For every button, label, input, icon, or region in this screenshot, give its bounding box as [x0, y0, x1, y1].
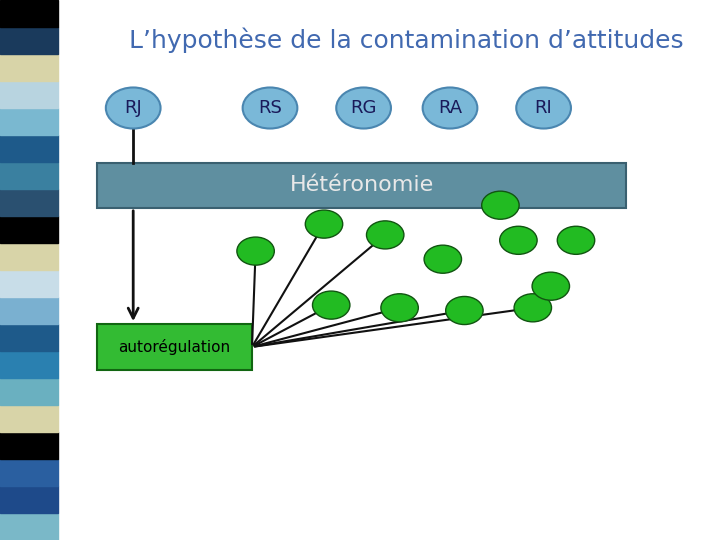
Circle shape [500, 226, 537, 254]
Bar [0, 0, 58, 27]
Bar [0, 243, 58, 270]
Bar [0, 189, 58, 216]
Bar [0, 378, 58, 405]
Circle shape [237, 237, 274, 265]
Bar [0, 27, 58, 54]
Bar [0, 405, 58, 432]
Bar [0, 108, 58, 135]
Bar [0, 216, 58, 243]
Circle shape [381, 294, 418, 322]
Circle shape [424, 245, 462, 273]
Circle shape [516, 87, 571, 129]
Circle shape [305, 210, 343, 238]
Text: RI: RI [535, 99, 552, 117]
Circle shape [423, 87, 477, 129]
Bar [0, 459, 58, 486]
Bar [0, 81, 58, 108]
Bar [0, 297, 58, 324]
Text: RS: RS [258, 99, 282, 117]
Bar [0, 270, 58, 297]
Circle shape [446, 296, 483, 325]
Circle shape [312, 291, 350, 319]
Circle shape [532, 272, 570, 300]
Circle shape [106, 87, 161, 129]
Bar [0, 432, 58, 459]
FancyBboxPatch shape [97, 163, 626, 208]
Circle shape [514, 294, 552, 322]
Bar [0, 513, 58, 540]
Bar [0, 351, 58, 378]
Text: autorégulation: autorégulation [119, 339, 230, 355]
Text: RG: RG [351, 99, 377, 117]
Circle shape [557, 226, 595, 254]
Bar [0, 54, 58, 81]
Bar [0, 486, 58, 513]
Circle shape [243, 87, 297, 129]
Text: L’hypothèse de la contamination d’attitudes: L’hypothèse de la contamination d’attitu… [130, 28, 684, 53]
Circle shape [366, 221, 404, 249]
Circle shape [336, 87, 391, 129]
Text: Hétéronomie: Hétéronomie [289, 176, 434, 195]
Circle shape [482, 191, 519, 219]
Bar [0, 135, 58, 162]
Bar [0, 162, 58, 189]
Text: RA: RA [438, 99, 462, 117]
Text: RJ: RJ [125, 99, 142, 117]
FancyBboxPatch shape [97, 324, 252, 370]
Bar [0, 324, 58, 351]
